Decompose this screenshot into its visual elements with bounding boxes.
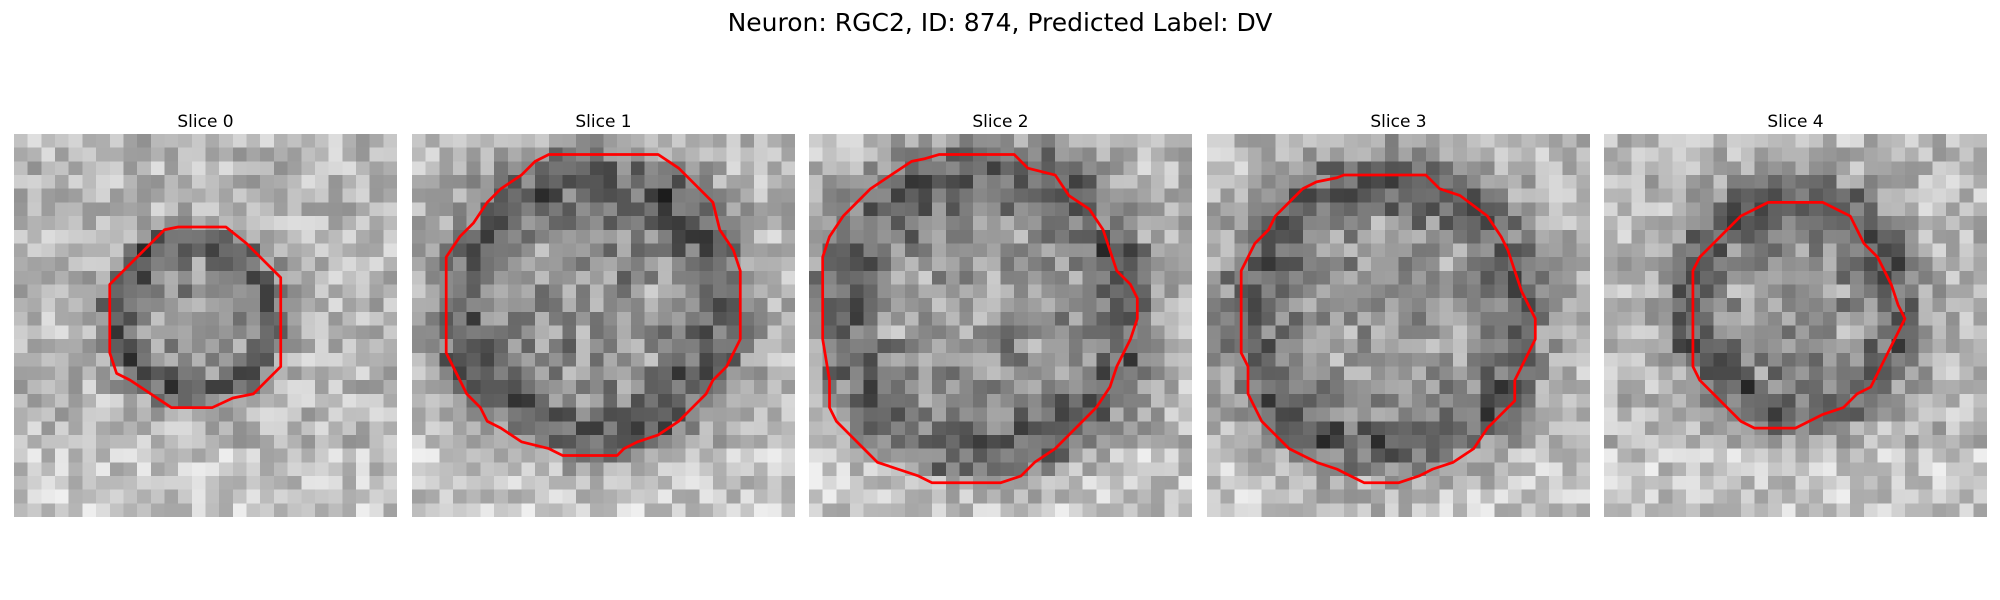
slice-panel-0: Slice 0 bbox=[14, 110, 397, 517]
slice-canvas bbox=[1207, 134, 1590, 517]
slice-image bbox=[412, 134, 795, 517]
slice-image bbox=[1207, 134, 1590, 517]
slice-image bbox=[809, 134, 1192, 517]
segmentation-contour bbox=[821, 153, 1139, 485]
slice-title: Slice 4 bbox=[1767, 112, 1824, 132]
slice-canvas bbox=[809, 134, 1192, 517]
slice-canvas bbox=[1604, 134, 1987, 517]
figure-title: Neuron: RGC2, ID: 874, Predicted Label: … bbox=[727, 8, 1273, 37]
slice-image bbox=[14, 134, 397, 517]
slice-canvas bbox=[14, 134, 397, 517]
segmentation-contour bbox=[1239, 173, 1537, 485]
segmentation-contour bbox=[108, 225, 283, 409]
slice-panel-1: Slice 1 bbox=[412, 110, 795, 517]
slice-canvas bbox=[412, 134, 795, 517]
slice-panel-3: Slice 3 bbox=[1207, 110, 1590, 517]
slice-title: Slice 0 bbox=[177, 112, 234, 132]
segmentation-contour bbox=[1691, 201, 1907, 430]
segmentation-contour bbox=[444, 153, 742, 457]
slice-title: Slice 1 bbox=[575, 112, 632, 132]
slice-panel-4: Slice 4 bbox=[1604, 110, 1987, 517]
slice-panel-2: Slice 2 bbox=[809, 110, 1192, 517]
slice-title: Slice 3 bbox=[1370, 112, 1427, 132]
slice-image bbox=[1604, 134, 1987, 517]
slice-title: Slice 2 bbox=[972, 112, 1029, 132]
